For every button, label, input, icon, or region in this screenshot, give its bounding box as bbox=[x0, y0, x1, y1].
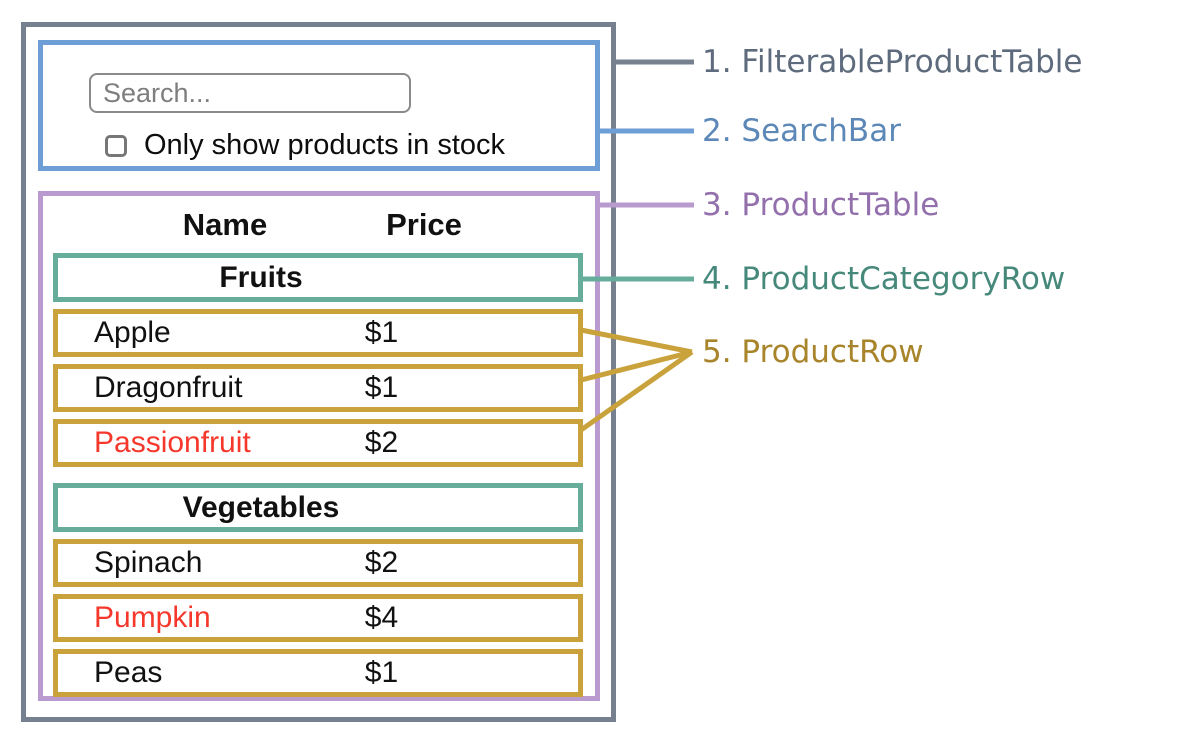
legend-item-product-row: 5. ProductRow bbox=[702, 334, 924, 370]
product-table-box: Name Price Fruits Apple $1 Dragonfruit $… bbox=[38, 191, 600, 701]
legend-item-product-category-row: 4. ProductCategoryRow bbox=[702, 261, 1066, 297]
product-row: Peas $1 bbox=[53, 649, 583, 697]
category-label: Fruits bbox=[219, 260, 303, 294]
product-row: Apple $1 bbox=[53, 309, 583, 357]
table-header-row: Name Price bbox=[43, 196, 595, 253]
search-bar-box: Only show products in stock bbox=[38, 40, 600, 171]
product-name-cell: Passionfruit bbox=[94, 426, 251, 459]
search-input[interactable] bbox=[89, 73, 411, 113]
in-stock-checkbox-label: Only show products in stock bbox=[144, 129, 506, 161]
product-category-row: Vegetables bbox=[53, 483, 583, 532]
product-price-cell: $1 bbox=[364, 656, 399, 689]
product-row: Spinach $2 bbox=[53, 539, 583, 587]
product-name-cell: Dragonfruit bbox=[94, 371, 243, 404]
product-price-cell: $4 bbox=[364, 601, 399, 634]
product-row: Passionfruit $2 bbox=[53, 419, 583, 467]
legend-item-product-table: 3. ProductTable bbox=[702, 187, 940, 223]
product-name-cell: Pumpkin bbox=[94, 601, 211, 634]
product-row: Dragonfruit $1 bbox=[53, 364, 583, 412]
product-price-cell: $2 bbox=[364, 546, 399, 579]
category-label: Vegetables bbox=[182, 490, 340, 524]
product-category-row: Fruits bbox=[53, 253, 583, 302]
column-header-name: Name bbox=[182, 207, 268, 242]
product-name-cell: Apple bbox=[94, 316, 171, 349]
in-stock-checkbox[interactable] bbox=[105, 134, 127, 157]
stock-filter-row: Only show products in stock bbox=[105, 129, 505, 162]
product-price-cell: $1 bbox=[364, 316, 399, 349]
product-name-cell: Peas bbox=[94, 656, 163, 689]
legend-item-filterable-product-table: 1. FilterableProductTable bbox=[702, 44, 1083, 80]
product-name-cell: Spinach bbox=[94, 546, 203, 579]
filterable-product-table-box: Only show products in stock Name Price F… bbox=[21, 22, 616, 722]
product-price-cell: $1 bbox=[364, 371, 399, 404]
product-row: Pumpkin $4 bbox=[53, 594, 583, 642]
product-price-cell: $2 bbox=[364, 426, 399, 459]
legend-item-search-bar: 2. SearchBar bbox=[702, 113, 901, 149]
table-rows: Fruits Apple $1 Dragonfruit $1 Passionfr… bbox=[53, 253, 583, 697]
column-header-price: Price bbox=[386, 207, 462, 242]
